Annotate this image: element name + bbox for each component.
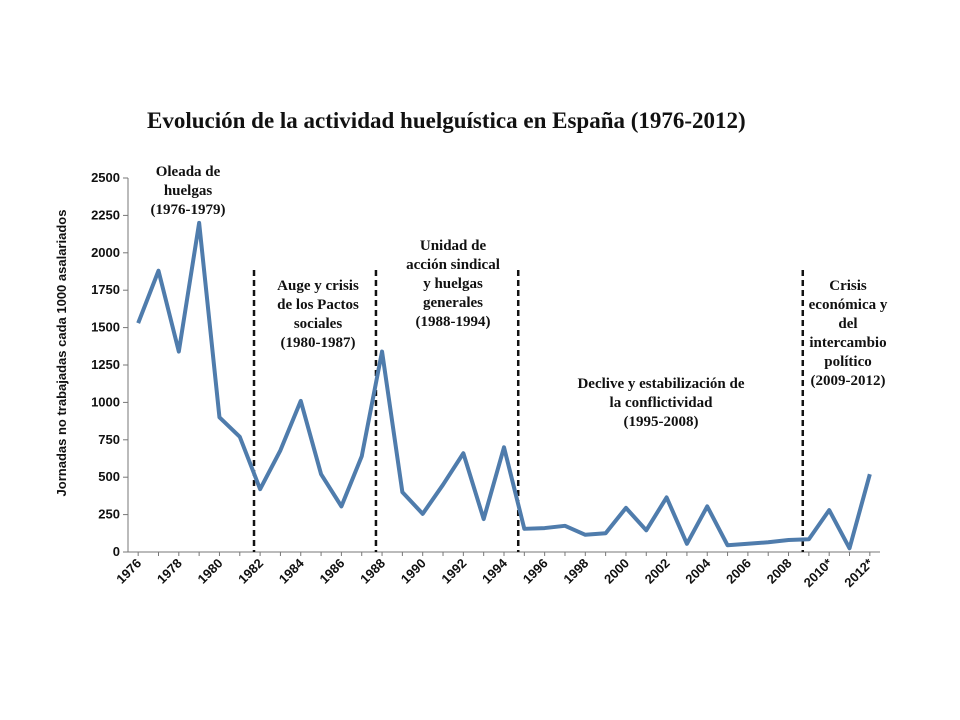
y-axis-label-group: Jornadas no trabajadas cada 1000 asalari… bbox=[54, 210, 69, 497]
series-line bbox=[136, 220, 872, 551]
period-annotation-line: (1980-1987) bbox=[281, 335, 356, 351]
y-axis-label: Jornadas no trabajadas cada 1000 asalari… bbox=[54, 210, 69, 497]
y-tick-label: 250 bbox=[98, 507, 120, 522]
x-tick-label: 1982 bbox=[235, 556, 266, 587]
y-tick-label: 500 bbox=[98, 469, 120, 484]
period-annotation-line: sociales bbox=[294, 316, 342, 332]
period-annotation-line: Auge y crisis bbox=[277, 278, 359, 294]
x-tick-label: 1992 bbox=[438, 556, 469, 587]
period-annotation-line: (1976-1979) bbox=[151, 202, 226, 218]
period-annotation-line: (1995-2008) bbox=[624, 414, 699, 430]
x-tick-label: 1980 bbox=[195, 556, 226, 587]
x-tick-label: 1978 bbox=[154, 556, 185, 587]
x-tick-label: 2002 bbox=[642, 556, 673, 587]
period-annotation-line: la conflictividad bbox=[610, 395, 714, 411]
period-annotation-line: Declive y estabilización de bbox=[577, 376, 744, 392]
y-tick-label: 2000 bbox=[91, 245, 120, 260]
series-lines bbox=[136, 220, 872, 551]
period-annotation-line: intercambio bbox=[809, 335, 886, 351]
x-tick-label: 1986 bbox=[316, 556, 347, 587]
period-annotation-line: generales bbox=[423, 295, 483, 311]
y-tick-labels: 0 250 500 750 1000 1250 1500 1750 2000 2250 2500 bbox=[91, 170, 120, 559]
period-annotation-line: Unidad de bbox=[420, 238, 487, 254]
y-tick-label: 750 bbox=[98, 432, 120, 447]
x-tick-label: 2006 bbox=[723, 556, 754, 587]
period-annotation-line: económica y bbox=[809, 297, 888, 313]
period-annotation-line: huelgas bbox=[164, 183, 213, 199]
x-tick-label: 2012* bbox=[841, 555, 876, 590]
period-annotations: Oleada de huelgas (1976-1979) Auge y crisis… bbox=[151, 164, 888, 430]
y-tick-label: 1750 bbox=[91, 282, 120, 297]
period-annotation-line: Crisis bbox=[829, 278, 867, 294]
x-tick-label: 2010* bbox=[801, 555, 836, 590]
x-tick-label: 1984 bbox=[276, 555, 308, 587]
x-tick-label: 2004 bbox=[682, 555, 714, 587]
x-tick-label: 1998 bbox=[560, 556, 591, 587]
period-annotation-line: Oleada de bbox=[156, 164, 221, 180]
period-annotation-line: acción sindical bbox=[406, 257, 500, 273]
period-annotation-line: del bbox=[838, 316, 857, 332]
period-annotation-line: de los Pactos bbox=[277, 297, 359, 313]
chart-title: Evolución de la actividad huelguística e… bbox=[147, 108, 746, 133]
period-annotation-line: político bbox=[824, 354, 872, 370]
y-tick-label: 2500 bbox=[91, 170, 120, 185]
period-annotation-line: (2009-2012) bbox=[811, 373, 886, 389]
x-tick-label: 1994 bbox=[479, 555, 511, 587]
x-tick-label: 1990 bbox=[398, 556, 429, 587]
y-tick-label: 1500 bbox=[91, 320, 120, 335]
x-tick-label: 2008 bbox=[764, 556, 795, 587]
x-tick-label: 1988 bbox=[357, 556, 388, 587]
y-tick-label: 2250 bbox=[91, 207, 120, 222]
x-tick-label: 1996 bbox=[520, 556, 551, 587]
x-tick-label: 1976 bbox=[113, 556, 144, 587]
x-tick-labels: 1976 1978 1980 1982 1984 1986 1988 1990 1992 1994… bbox=[113, 555, 876, 590]
y-tick-label: 1000 bbox=[91, 394, 120, 409]
axes bbox=[123, 177, 880, 556]
period-annotation-line: y huelgas bbox=[423, 276, 483, 292]
y-tick-label: 0 bbox=[113, 544, 120, 559]
period-annotation-line: (1988-1994) bbox=[416, 314, 491, 330]
x-tick-label: 2000 bbox=[601, 556, 632, 587]
y-tick-label: 1250 bbox=[91, 357, 120, 372]
